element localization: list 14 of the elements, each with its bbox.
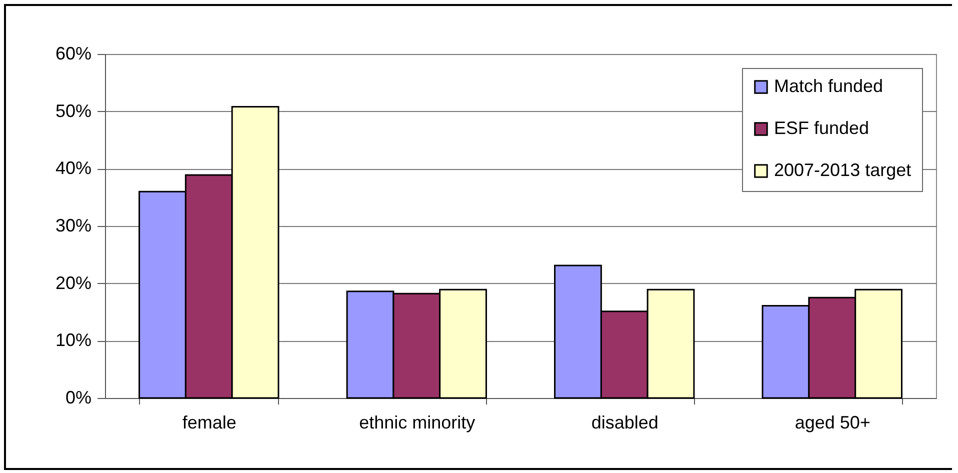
y-tick-label: 20% — [55, 272, 92, 293]
y-tick-label: 60% — [55, 44, 92, 64]
legend-label: Match funded — [774, 76, 884, 96]
y-tick-label: 50% — [55, 100, 92, 121]
x-tick-label: aged 50+ — [794, 412, 870, 432]
y-tick-label: 0% — [65, 388, 92, 408]
x-tick-label: female — [182, 412, 236, 432]
x-tick-label: ethnic minority — [359, 412, 476, 432]
y-tick-label: 30% — [55, 216, 92, 236]
y-tick-label: 40% — [55, 158, 92, 178]
legend-label: ESF funded — [774, 118, 870, 138]
legend-label: 2007-2013 target — [774, 160, 912, 180]
x-tick-label: disabled — [591, 412, 658, 432]
y-tick-label: 10% — [55, 330, 92, 350]
